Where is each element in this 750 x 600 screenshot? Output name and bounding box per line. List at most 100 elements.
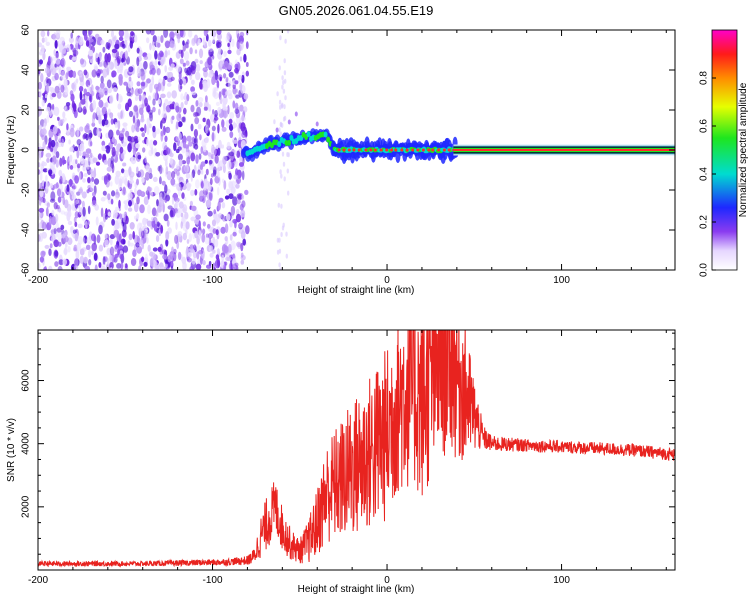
noise-blob [145, 165, 150, 172]
noise-blob [179, 58, 184, 65]
noise-blob [111, 136, 116, 143]
noise-blob [279, 104, 282, 110]
noise-blob [223, 51, 227, 57]
noise-blob [59, 175, 63, 185]
noise-blob [191, 169, 196, 179]
noise-blob [57, 266, 63, 270]
noise-blob [78, 36, 84, 46]
noise-blob [143, 60, 148, 70]
noise-blob [45, 76, 49, 83]
noise-blob [152, 176, 158, 182]
x-tick-label: -100 [203, 575, 223, 586]
noise-blob [194, 189, 198, 196]
noise-blob [53, 228, 57, 235]
noise-blob [92, 112, 96, 120]
snr-frame [37, 329, 676, 571]
band-peak [416, 148, 420, 152]
noise-blob [166, 188, 171, 194]
noise-blob [118, 30, 125, 38]
noise-blob [129, 222, 135, 230]
noise-blob [278, 99, 282, 105]
noise-blob [182, 232, 187, 241]
noise-blob [122, 122, 128, 127]
noise-blob [122, 128, 125, 133]
noise-blob [176, 240, 180, 250]
noise-blob [216, 30, 222, 35]
noise-blob [160, 59, 164, 66]
noise-blob [116, 56, 122, 64]
noise-blob [278, 127, 281, 133]
noise-blob [110, 30, 115, 38]
noise-blob [98, 69, 104, 74]
spectrogram-xlabel: Height of straight line (km) [298, 285, 415, 296]
noise-blob [40, 73, 44, 83]
noise-blob [167, 49, 171, 56]
snr-series-line [38, 330, 675, 568]
noise-blob [49, 147, 54, 152]
noise-blob [217, 170, 220, 178]
noise-blob [150, 147, 154, 155]
noise-blob [95, 161, 101, 166]
noise-blob [281, 75, 284, 81]
noise-blob [285, 231, 288, 237]
noise-blob [224, 155, 228, 162]
noise-blob [214, 110, 219, 118]
noise-blob [146, 117, 151, 127]
noise-blob [215, 229, 219, 236]
noise-blob [176, 113, 182, 122]
noise-blob [152, 92, 158, 101]
noise-blob [177, 146, 182, 151]
noise-blob [236, 241, 242, 248]
noise-blob [229, 131, 234, 139]
x-tick-label: -100 [203, 275, 223, 286]
noise-blob [62, 196, 65, 206]
y-tick-label: 60 [21, 24, 32, 36]
noise-blob [178, 132, 182, 142]
noise-blob [191, 38, 196, 46]
noise-blob [202, 67, 208, 72]
noise-blob [52, 125, 58, 135]
noise-blob [38, 222, 42, 230]
noise-blob [45, 106, 51, 112]
noise-blob [109, 246, 115, 256]
noise-blob [38, 234, 41, 242]
noise-blob [209, 177, 213, 186]
noise-blob [46, 115, 50, 123]
noise-blob [57, 232, 62, 242]
noise-blob [211, 76, 216, 85]
noise-blob [149, 83, 153, 93]
noise-blob [89, 181, 94, 192]
noise-blob [175, 164, 180, 170]
noise-blob [91, 177, 95, 182]
noise-blob [145, 30, 152, 35]
snr-ylabel: SNR (10 * v/v) [6, 418, 17, 482]
noise-blob [162, 108, 167, 118]
noise-blob [83, 235, 88, 244]
noise-blob [164, 40, 171, 49]
noise-blob [148, 173, 153, 180]
noise-blob [170, 265, 174, 270]
noise-blob [122, 162, 127, 167]
noise-blob [42, 162, 47, 167]
noise-blob [58, 169, 63, 177]
noise-blob [146, 125, 150, 135]
noise-blob [163, 30, 169, 38]
noise-blob [239, 82, 243, 91]
snr-plot-area [38, 330, 675, 568]
noise-blob [133, 105, 138, 112]
noise-blob [184, 44, 190, 49]
noise-blob [189, 248, 195, 254]
noise-blob [230, 154, 236, 163]
noise-blob [120, 41, 123, 48]
noise-blob [281, 151, 285, 157]
noise-blob [184, 100, 188, 106]
noise-blob [98, 114, 102, 125]
noise-blob [200, 169, 204, 175]
noise-blob [67, 105, 70, 110]
noise-blob [186, 155, 191, 165]
noise-blob [207, 210, 213, 217]
noise-blob [151, 216, 155, 222]
band-peak [437, 148, 441, 152]
noise-blob [170, 76, 175, 82]
band-peak [337, 148, 341, 152]
